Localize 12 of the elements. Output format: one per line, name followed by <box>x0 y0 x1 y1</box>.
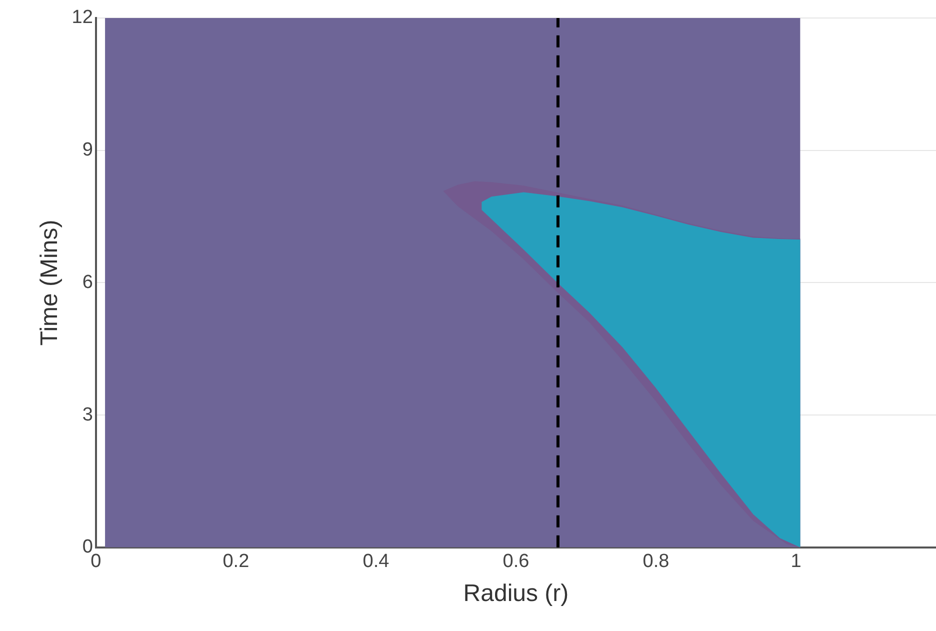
x-tick-label: 0.8 <box>642 551 670 572</box>
x-axis-title: Radius (r) <box>463 580 569 608</box>
y-tick-label: 9 <box>82 140 93 161</box>
x-tick-label: 0.2 <box>222 551 250 572</box>
x-tick-label: 0.4 <box>362 551 390 572</box>
y-axis-title: Time (Mins) <box>36 220 64 346</box>
y-tick-label: 0 <box>82 536 93 558</box>
y-tick-label: 12 <box>72 7 93 28</box>
y-tick-label: 6 <box>82 272 93 293</box>
x-tick-label: 1 <box>790 551 802 572</box>
x-tick-label: 0.6 <box>502 551 530 572</box>
y-tick-label: 3 <box>82 404 93 426</box>
